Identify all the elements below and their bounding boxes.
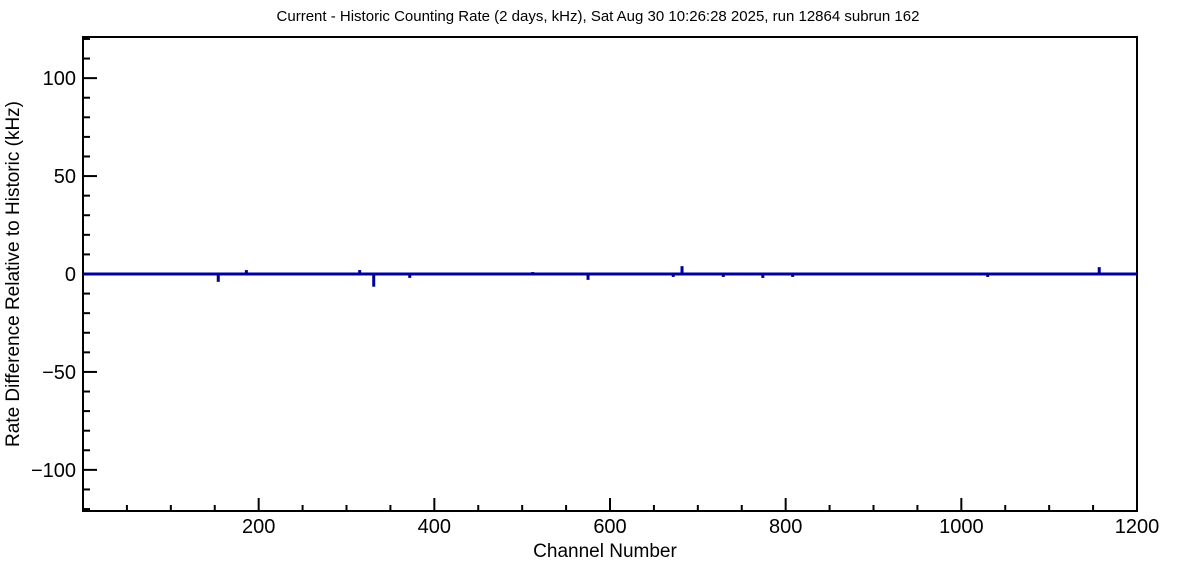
chart-title: Current - Historic Counting Rate (2 days… [277,8,920,25]
y-tick-label: 0 [65,264,76,286]
y-tick-label: 100 [43,68,76,90]
x-tick-label: 800 [769,516,802,538]
x-tick-label: 1200 [1115,516,1160,538]
y-tick-label: 50 [54,166,76,188]
x-tick-label: 400 [418,516,451,538]
y-axis-title: Rate Difference Relative to Historic (kH… [3,101,24,447]
y-tick-label: −100 [31,460,76,482]
x-tick-label: 200 [242,516,275,538]
x-tick-label: 1000 [939,516,984,538]
x-axis-title: Channel Number [533,541,677,562]
y-tick-label: −50 [42,362,76,384]
plot-area: 200 400 600 800 1000 1200 −100 −50 0 50 100 [31,36,1160,538]
x-tick-label: 600 [593,516,626,538]
